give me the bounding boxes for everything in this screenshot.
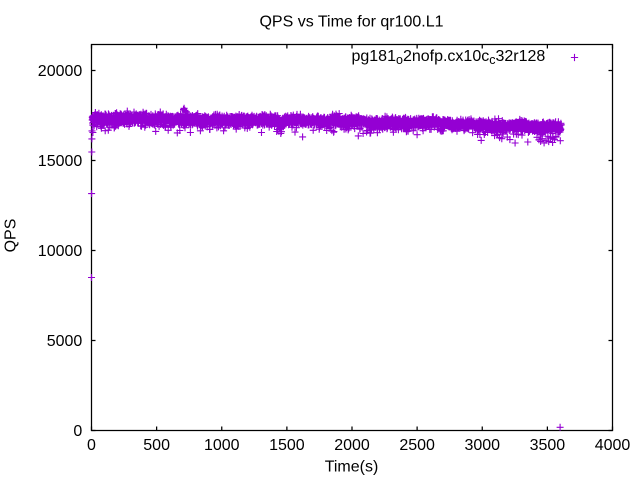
- svg-text:QPS: QPS: [3, 219, 20, 253]
- svg-text:2500: 2500: [399, 437, 435, 454]
- svg-text:3000: 3000: [464, 437, 500, 454]
- svg-text:3500: 3500: [530, 437, 566, 454]
- svg-text:2000: 2000: [334, 437, 370, 454]
- svg-text:QPS vs Time for qr100.L1: QPS vs Time for qr100.L1: [259, 14, 443, 31]
- svg-text:500: 500: [143, 437, 170, 454]
- svg-text:Time(s): Time(s): [325, 459, 379, 476]
- svg-text:1500: 1500: [269, 437, 305, 454]
- svg-text:20000: 20000: [38, 63, 83, 80]
- svg-text:0: 0: [73, 423, 82, 440]
- svg-text:pg181o2nofp.cx10cc32r128: pg181o2nofp.cx10cc32r128: [351, 48, 545, 67]
- svg-text:15000: 15000: [38, 153, 83, 170]
- svg-text:10000: 10000: [38, 243, 83, 260]
- svg-text:4000: 4000: [595, 437, 631, 454]
- svg-text:1000: 1000: [204, 437, 240, 454]
- svg-text:5000: 5000: [47, 333, 83, 350]
- svg-text:0: 0: [87, 437, 96, 454]
